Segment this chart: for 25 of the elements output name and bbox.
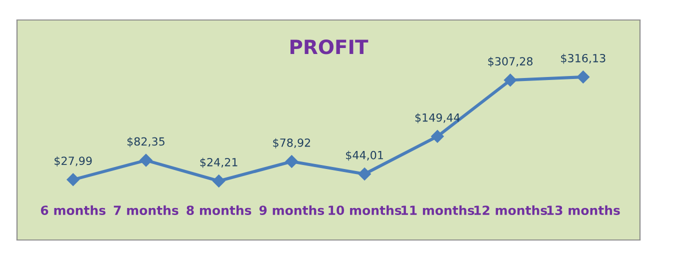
x-tick-label: 7 months [114,205,178,216]
point [431,130,444,143]
x-tick-label: 6 months [40,205,106,216]
data-label: $307,28 [488,56,533,67]
data-label: $24,21 [200,158,238,168]
x-tick-label: 9 months [259,205,324,216]
chart-title: PROFIT [290,40,368,54]
point [212,174,226,188]
point [504,74,517,87]
x-tick-label: 12 months [474,205,547,216]
point [576,70,590,84]
data-label: $44,01 [346,150,383,161]
x-tick-label: 8 months [186,205,252,216]
data-label: $149,44 [415,113,460,124]
data-label: $78,92 [273,138,310,148]
data-label: $316,13 [561,54,606,64]
x-tick-label: 10 months [328,205,402,216]
point [66,173,80,186]
point [140,154,152,167]
x-tick-label: 11 months [402,205,474,216]
x-tick-label: 13 months [547,205,620,216]
point [285,155,298,168]
data-label: $82,35 [127,137,164,148]
data-label: $27,99 [54,156,92,166]
point [358,168,371,180]
